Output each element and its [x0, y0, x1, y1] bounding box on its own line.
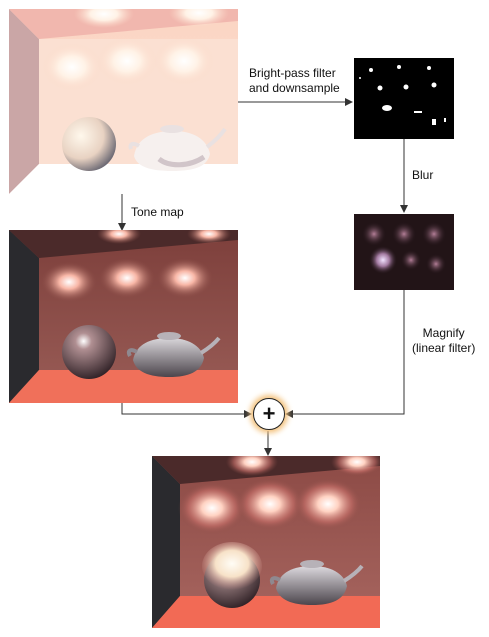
- magnify-label-line1: Magnify: [422, 326, 465, 340]
- bright-pass-label-line2: and downsample: [249, 81, 340, 95]
- hdr-scene-image: [9, 9, 238, 194]
- arrow-tone-to-combine: [121, 403, 252, 418]
- blur-label: Blur: [412, 168, 434, 182]
- blurred-image: [354, 214, 454, 290]
- bright-pass-label-line1: Bright-pass filter: [249, 66, 336, 80]
- magnify-label: Magnify (linear filter): [412, 326, 475, 356]
- arrow-magnify: [285, 290, 405, 418]
- bright-pass-image: [354, 58, 454, 139]
- tone-map-label: Tone map: [131, 205, 184, 219]
- final-bloom-image: [152, 456, 380, 628]
- plus-symbol: +: [262, 401, 276, 426]
- bright-pass-label: Bright-pass filter and downsample: [249, 66, 340, 96]
- magnify-label-line2: (linear filter): [412, 341, 476, 355]
- tone-mapped-image: [9, 230, 238, 403]
- combine-plus-node: +: [253, 398, 285, 430]
